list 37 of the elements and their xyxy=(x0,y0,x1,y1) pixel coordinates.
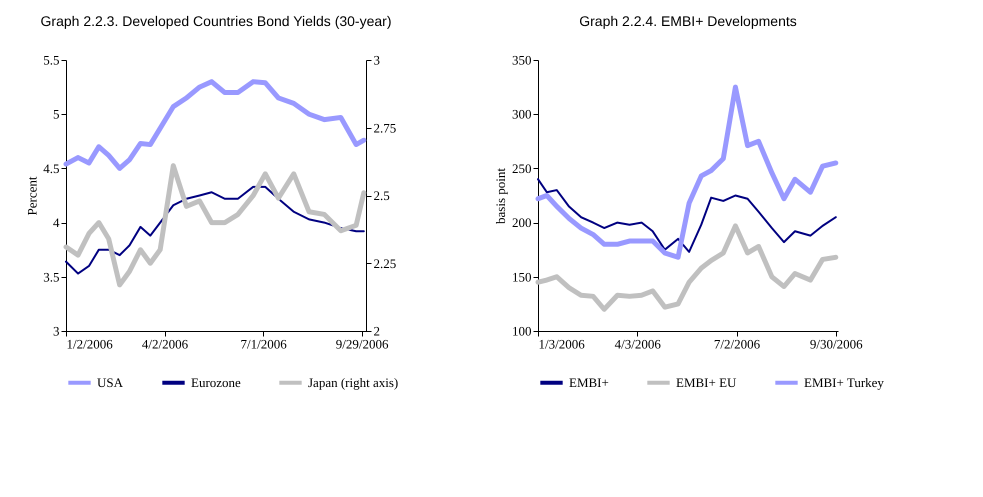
y2-tick-label: 2.5 xyxy=(374,188,390,203)
y-tick-label: 250 xyxy=(512,160,532,176)
y-axis-title: Percent xyxy=(24,176,40,216)
y-tick-label: 5.5 xyxy=(43,52,60,68)
x-tick-label: 9/30/2006 xyxy=(810,336,864,352)
y-tick-label: 150 xyxy=(512,269,532,284)
y2-tick-label: 2.25 xyxy=(374,256,396,271)
y-tick-label: 350 xyxy=(512,52,532,68)
x-tick-label: 1/3/2006 xyxy=(538,336,586,352)
legend-label: EMBI+ xyxy=(569,374,609,390)
chart-title: Graph 2.2.4. EMBI+ Developments xyxy=(579,13,797,29)
chart-title: Graph 2.2.3. Developed Countries Bond Yields (30-year) xyxy=(40,13,392,29)
legend-label: Japan (right axis) xyxy=(308,374,398,390)
y-tick-label: 4.5 xyxy=(43,160,60,176)
legend-label: Eurozone xyxy=(191,374,242,390)
x-tick-label: 7/1/2006 xyxy=(240,336,288,352)
y-tick-label: 3 xyxy=(53,324,60,338)
legend-label: EMBI+ Turkey xyxy=(804,374,884,390)
y-tick-label: 3.5 xyxy=(43,269,60,284)
y2-tick-label: 2.75 xyxy=(374,120,396,136)
y-tick-label: 300 xyxy=(512,106,532,122)
x-tick-label: 4/3/2006 xyxy=(614,336,662,352)
x-tick-label: 7/2/2006 xyxy=(714,336,761,352)
line-series xyxy=(537,178,837,253)
y2-tick-label: 2 xyxy=(374,324,380,338)
y2-tick-label: 3 xyxy=(374,52,380,68)
line-series xyxy=(65,186,365,275)
y-tick-label: 4 xyxy=(53,215,60,230)
y-tick-label: 200 xyxy=(512,215,532,230)
legend-label: EMBI+ EU xyxy=(676,374,738,390)
x-tick-label: 4/2/2006 xyxy=(142,336,189,352)
x-tick-label: 9/29/2006 xyxy=(336,336,389,352)
y-tick-label: 5 xyxy=(53,106,60,122)
x-tick-label: 1/2/2006 xyxy=(66,336,114,352)
y-tick-label: 100 xyxy=(512,324,532,338)
y-axis-title: basis point xyxy=(493,168,508,224)
legend-label: USA xyxy=(97,374,124,390)
